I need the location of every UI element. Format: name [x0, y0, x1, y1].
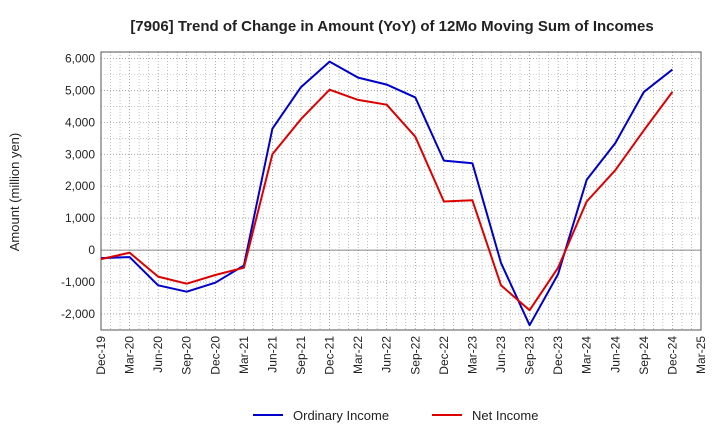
x-tick-label: Jun-22 [380, 336, 394, 373]
y-tick-label: 3,000 [65, 147, 95, 161]
x-tick-label: Dec-20 [208, 336, 222, 375]
y-tick-label: -1,000 [61, 275, 95, 289]
legend-label: Net Income [472, 408, 538, 423]
y-tick-label: 2,000 [65, 179, 95, 193]
x-tick-label: Mar-25 [694, 336, 708, 374]
x-tick-label: Dec-22 [437, 336, 451, 375]
y-tick-label: -2,000 [61, 307, 95, 321]
x-tick-label: Sep-20 [180, 336, 194, 375]
plot-area: -2,000 -1,000 0 1,000 2,000 3,000 4,000 5,000 6,… [61, 51, 708, 374]
x-tick-label: Sep-23 [523, 336, 537, 375]
plot-frame [100, 51, 702, 331]
x-tick-label: Dec-19 [94, 336, 108, 375]
x-tick-label: Sep-24 [637, 336, 651, 375]
x-tick-label: Jun-24 [608, 336, 622, 373]
x-tick-label: Mar-20 [123, 336, 137, 374]
y-axis-label: Amount (million yen) [7, 133, 22, 252]
series-line-ordinary-income [100, 60, 674, 327]
y-tick-label: 4,000 [65, 115, 95, 129]
x-tick-label: Mar-21 [237, 336, 251, 374]
x-tick-label: Mar-24 [580, 336, 594, 374]
legend-label: Ordinary Income [293, 408, 389, 423]
x-tick-label: Mar-22 [351, 336, 365, 374]
x-tick-label: Mar-23 [465, 336, 479, 374]
y-tick-label: 1,000 [65, 211, 95, 225]
x-tick-label: Sep-21 [294, 336, 308, 375]
x-tick-label: Jun-20 [151, 336, 165, 373]
x-tick-label: Dec-24 [665, 336, 679, 375]
y-tick-label: 5,000 [65, 83, 95, 97]
chart-title: [7906] Trend of Change in Amount (YoY) o… [130, 18, 653, 35]
x-tick-label: Dec-21 [323, 336, 337, 375]
x-tick-label: Dec-23 [551, 336, 565, 375]
y-tick-label: 0 [88, 243, 95, 257]
y-tick-label: 6,000 [65, 51, 95, 65]
x-tick-label: Jun-21 [265, 336, 279, 373]
series-line-net-income [100, 88, 674, 312]
x-tick-label: Jun-23 [494, 336, 508, 373]
x-tick-label: Sep-22 [408, 336, 422, 375]
legend: Ordinary Income Net Income [253, 408, 538, 423]
